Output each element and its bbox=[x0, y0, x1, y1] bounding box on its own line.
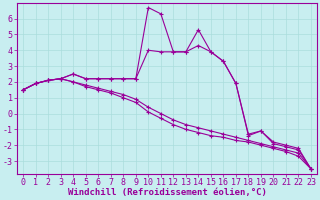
X-axis label: Windchill (Refroidissement éolien,°C): Windchill (Refroidissement éolien,°C) bbox=[68, 188, 267, 197]
